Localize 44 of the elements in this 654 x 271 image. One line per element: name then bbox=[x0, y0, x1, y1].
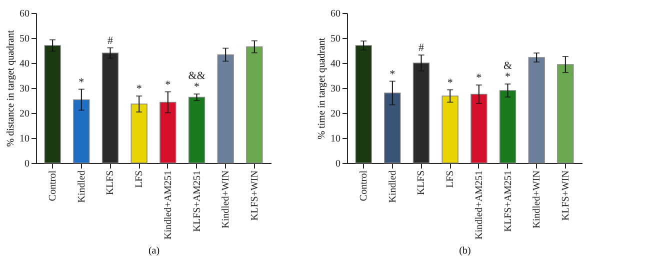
x-tick-label: Kindled+AM251 bbox=[474, 170, 485, 240]
x-tick-label: Control bbox=[358, 170, 370, 202]
data-label: * bbox=[447, 76, 453, 89]
y-tick-label: 40 bbox=[20, 58, 30, 70]
data-label: # bbox=[418, 42, 424, 54]
y-axis-title: % distance in target quadrant bbox=[6, 30, 16, 147]
y-tick-label: 20 bbox=[20, 108, 30, 120]
x-tick-label: KLFS bbox=[416, 170, 428, 195]
y-tick-label: 40 bbox=[330, 58, 340, 70]
y-tick-label: 60 bbox=[20, 8, 30, 20]
x-tick-label: Kindled+WIN bbox=[532, 170, 543, 228]
x-tick-label: KLFS+WIN bbox=[560, 170, 572, 221]
data-label: * bbox=[165, 78, 171, 91]
x-tick-label: Kindled+WIN bbox=[220, 170, 232, 228]
x-axis-title: (a) bbox=[148, 245, 160, 256]
x-axis-title: (b) bbox=[459, 245, 471, 256]
y-axis-title: % time in target quadrant bbox=[316, 38, 328, 140]
data-label: # bbox=[108, 34, 114, 47]
data-label: * bbox=[476, 72, 482, 84]
y-tick-label: 30 bbox=[20, 84, 30, 94]
data-label: * bbox=[136, 83, 142, 95]
y-tick-label: 0 bbox=[336, 158, 340, 170]
x-tick-label: KLFS+AM251 bbox=[502, 170, 514, 232]
x-tick-label: KLFS+AM251 bbox=[192, 170, 203, 232]
x-tick-label: KLFS bbox=[105, 170, 116, 195]
y-tick-label: 30 bbox=[330, 84, 340, 94]
x-tick-label: LFS bbox=[134, 170, 146, 188]
y-tick-label: 20 bbox=[330, 108, 340, 120]
y-tick-label: 10 bbox=[330, 134, 340, 144]
data-label: * bbox=[78, 76, 84, 88]
y-tick-label: 10 bbox=[20, 134, 30, 144]
y-tick-label: 50 bbox=[20, 34, 30, 44]
x-tick-label: Kindled bbox=[76, 170, 88, 203]
y-tick-label: 0 bbox=[24, 158, 30, 170]
x-tick-label: Control bbox=[48, 170, 59, 202]
x-tick-label: Kindled bbox=[387, 170, 398, 203]
y-tick-label: 50 bbox=[330, 34, 340, 44]
x-tick-label: Kindled+AM251 bbox=[162, 170, 174, 240]
data-label: & * bbox=[503, 60, 512, 83]
y-tick-label: 60 bbox=[330, 8, 340, 20]
data-label: && * bbox=[188, 70, 206, 93]
data-label: * bbox=[390, 68, 396, 80]
x-tick-label: LFS bbox=[445, 170, 456, 188]
x-tick-label: KLFS+WIN bbox=[249, 170, 260, 221]
